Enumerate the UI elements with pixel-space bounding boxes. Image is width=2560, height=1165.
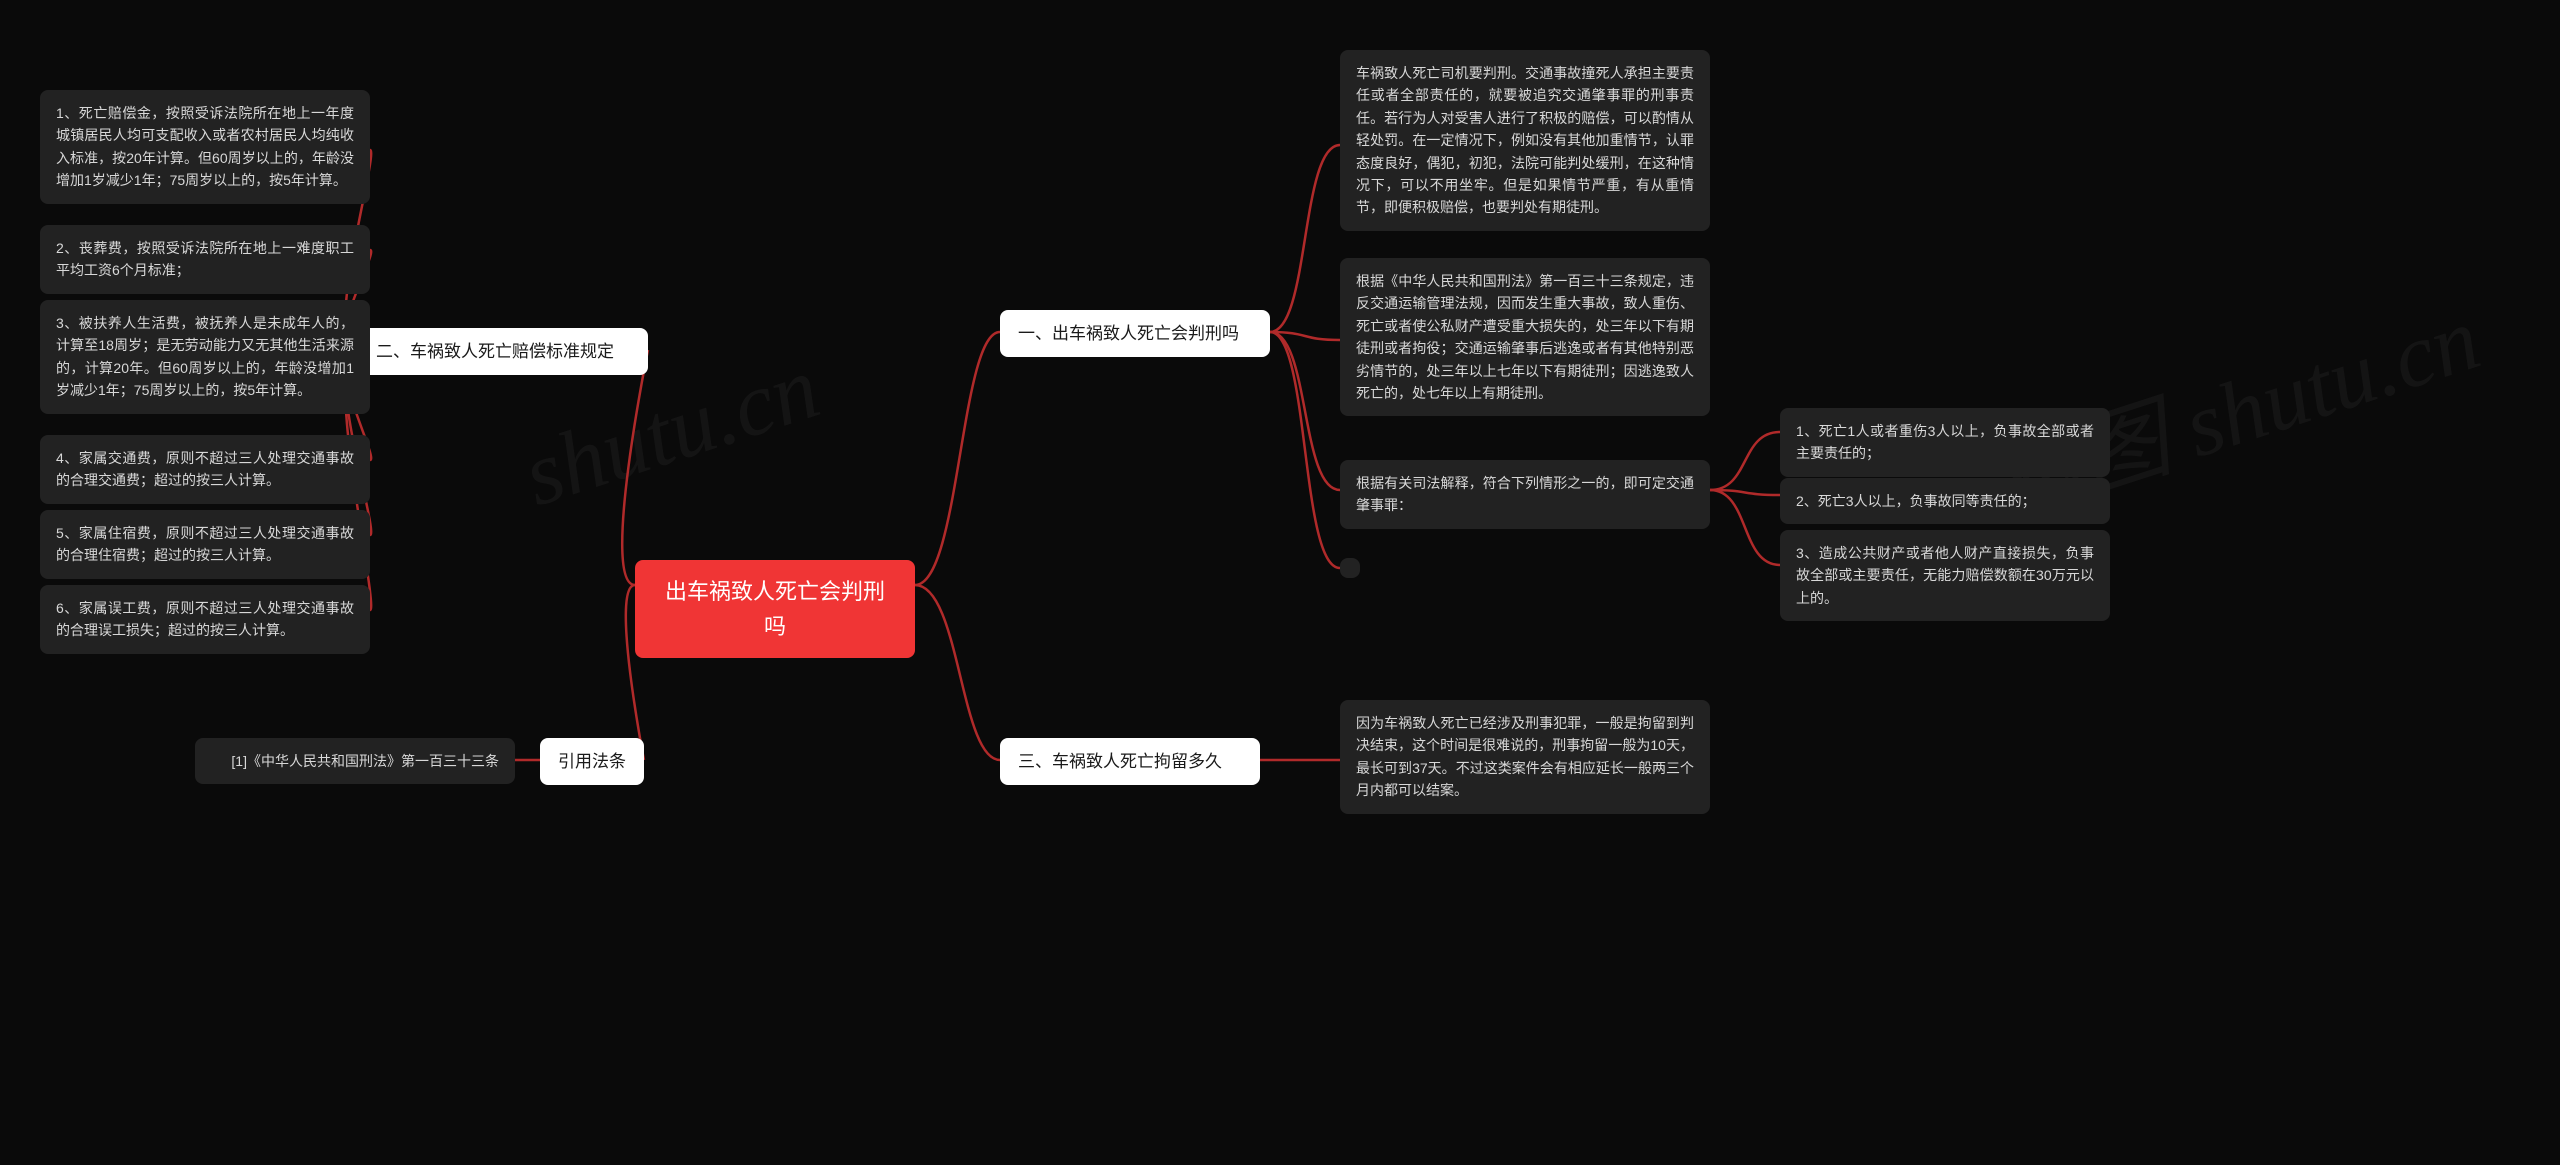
branch-section-2[interactable]: 二、车祸致人死亡赔偿标准规定 <box>358 328 648 375</box>
leaf-r1-3-3: 3、造成公共财产或者他人财产直接损失，负事故全部或主要责任，无能力赔偿数额在30… <box>1780 530 2110 621</box>
leaf-r1-3-1: 1、死亡1人或者重伤3人以上，负事故全部或者主要责任的； <box>1780 408 2110 477</box>
branch-section-1[interactable]: 一、出车祸致人死亡会判刑吗 <box>1000 310 1270 357</box>
leaf-l2-4: 4、家属交通费，原则不超过三人处理交通事故的合理交通费；超过的按三人计算。 <box>40 435 370 504</box>
leaf-l2-6: 6、家属误工费，原则不超过三人处理交通事故的合理误工损失；超过的按三人计算。 <box>40 585 370 654</box>
leaf-r3-1: 因为车祸致人死亡已经涉及刑事犯罪，一般是拘留到判决结束，这个时间是很难说的，刑事… <box>1340 700 1710 814</box>
leaf-l2-5: 5、家属住宿费，原则不超过三人处理交通事故的合理住宿费；超过的按三人计算。 <box>40 510 370 579</box>
mindmap-canvas: shutu.cn 树图 shutu.cn <box>0 0 2560 1165</box>
leaf-r1-1: 车祸致人死亡司机要判刑。交通事故撞死人承担主要责任或者全部责任的，就要被追究交通… <box>1340 50 1710 231</box>
leaf-r1-2: 根据《中华人民共和国刑法》第一百三十三条规定，违反交通运输管理法规，因而发生重大… <box>1340 258 1710 416</box>
connector-layer <box>0 0 2560 1165</box>
branch-section-3[interactable]: 三、车祸致人死亡拘留多久 <box>1000 738 1260 785</box>
leaf-r1-3: 根据有关司法解释，符合下列情形之一的，即可定交通肇事罪： <box>1340 460 1710 529</box>
leaf-l2-3: 3、被扶养人生活费，被抚养人是未成年人的，计算至18周岁；是无劳动能力又无其他生… <box>40 300 370 414</box>
leaf-l2-2: 2、丧葬费，按照受诉法院所在地上一难度职工平均工资6个月标准； <box>40 225 370 294</box>
leaf-r1-empty <box>1340 558 1360 578</box>
leaf-citation-1: [1]《中华人民共和国刑法》第一百三十三条 <box>195 738 515 784</box>
leaf-r1-3-2: 2、死亡3人以上，负事故同等责任的； <box>1780 478 2110 524</box>
leaf-l2-1: 1、死亡赔偿金，按照受诉法院所在地上一年度城镇居民人均可支配收入或者农村居民人均… <box>40 90 370 204</box>
branch-citation[interactable]: 引用法条 <box>540 738 644 785</box>
root-node[interactable]: 出车祸致人死亡会判刑吗 <box>635 560 915 658</box>
